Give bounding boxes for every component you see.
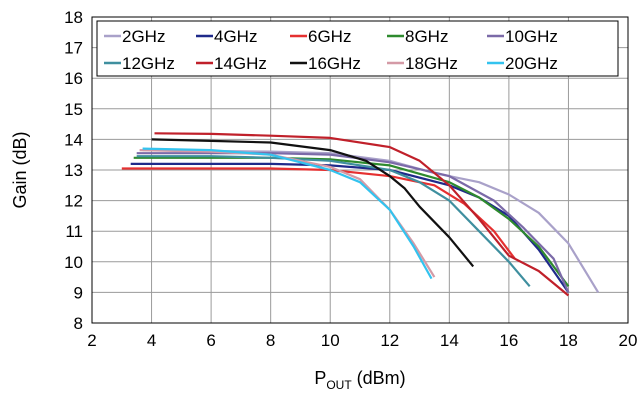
legend-label: 10GHz	[505, 27, 558, 46]
legend-item-8ghz: 8GHz	[387, 27, 448, 46]
series-line-8ghz	[133, 156, 570, 287]
series-layer	[121, 132, 600, 297]
y-tick-label: 17	[64, 39, 83, 58]
x-tick-label: 12	[380, 331, 399, 350]
x-axis-label-subscript: OUT	[326, 378, 352, 392]
legend-item-10ghz: 10GHz	[487, 27, 558, 46]
x-tick-label: 16	[499, 331, 518, 350]
series-line-12ghz	[136, 155, 531, 288]
x-tick-label: 10	[321, 331, 340, 350]
y-tick-label: 15	[64, 100, 83, 119]
legend-box	[96, 20, 619, 77]
legend-label: 12GHz	[122, 54, 175, 73]
legend-item-16ghz: 16GHz	[290, 54, 361, 73]
y-tick-label: 16	[64, 69, 83, 88]
legend-item-20ghz: 20GHz	[487, 54, 558, 73]
x-tick-label: 8	[266, 331, 275, 350]
legend-item-12ghz: 12GHz	[104, 54, 175, 73]
legend-item-6ghz: 6GHz	[290, 27, 351, 46]
legend-label: 20GHz	[505, 54, 558, 73]
y-tick-label: 14	[64, 130, 83, 149]
y-tick-label: 13	[64, 161, 83, 180]
x-tick-label: 20	[619, 331, 638, 350]
legend-item-18ghz: 18GHz	[387, 54, 458, 73]
series-line-18ghz	[139, 149, 436, 278]
series-line-14ghz	[154, 132, 570, 297]
series-line-10ghz	[136, 152, 570, 293]
y-tick-label: 8	[74, 314, 83, 333]
y-tick-label: 9	[74, 283, 83, 302]
x-axis-label: POUT (dBm)	[314, 368, 405, 392]
y-tick-label: 18	[64, 8, 83, 27]
x-tick-label: 4	[147, 331, 156, 350]
y-tick-label: 11	[65, 222, 83, 241]
x-axis-label-unit: (dBm)	[352, 368, 406, 388]
legend-item-2ghz: 2GHz	[104, 27, 165, 46]
legend-label: 8GHz	[405, 27, 448, 46]
x-tick-label: 18	[559, 331, 578, 350]
series-line-4ghz	[130, 162, 570, 294]
legend-item-14ghz: 14GHz	[196, 54, 267, 73]
legend-label: 14GHz	[214, 54, 267, 73]
legend: 2GHz 4GHz 6GHz 8GHz 10GHz 12GHz 14GHz 16GHz 18GH…	[96, 20, 619, 77]
legend-label: 16GHz	[308, 54, 361, 73]
legend-label: 4GHz	[214, 27, 257, 46]
x-tick-label: 2	[87, 331, 96, 350]
y-axis-label: Gain (dB)	[10, 131, 30, 208]
legend-label: 2GHz	[122, 27, 165, 46]
y-tick-label: 12	[64, 192, 83, 211]
plot-frame	[91, 16, 629, 324]
legend-item-4ghz: 4GHz	[196, 27, 257, 46]
x-tick-labels: 2 4 6 8 10 12 14 16 18 20	[87, 331, 637, 350]
x-axis-label-main: P	[314, 368, 326, 388]
x-tick-label: 6	[206, 331, 215, 350]
y-tick-label: 10	[64, 253, 83, 272]
series-line-16ghz	[151, 138, 475, 268]
y-tick-labels: 8 9 10 11 12 13 14 15 16 17 18	[64, 8, 83, 333]
series-line-20ghz	[142, 147, 433, 280]
x-tick-label: 14	[440, 331, 459, 350]
legend-label: 18GHz	[405, 54, 458, 73]
legend-label: 6GHz	[308, 27, 351, 46]
